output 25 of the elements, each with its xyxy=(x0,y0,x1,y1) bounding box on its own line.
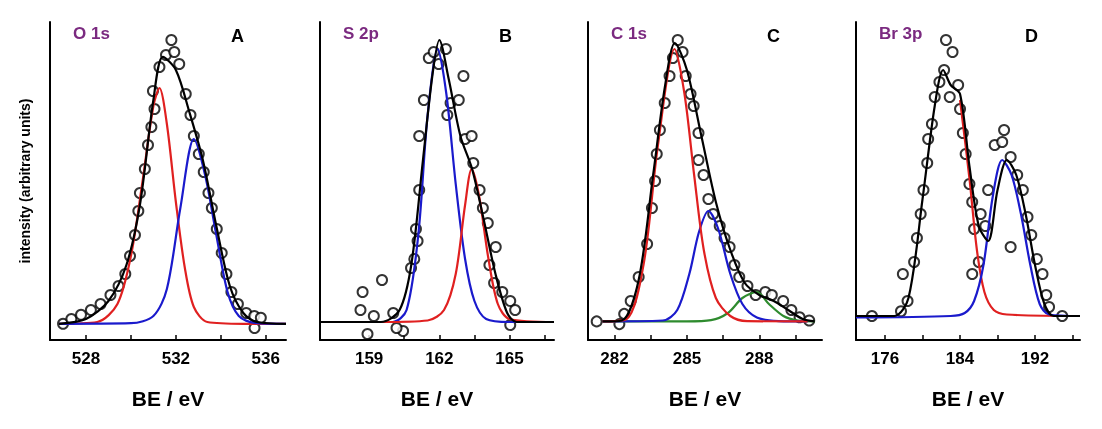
chart-title: O 1s xyxy=(73,24,110,43)
chart-subtitle: A xyxy=(231,26,244,46)
x-tick-label: 192 xyxy=(1020,349,1050,368)
x-tick-label: 536 xyxy=(251,349,280,368)
x-axis-title: BE / eV xyxy=(131,387,205,410)
y-axis-title: intensity (arbitrary units) xyxy=(17,98,33,264)
x-tick-label: 528 xyxy=(71,349,101,368)
chart-subtitle: D xyxy=(1025,26,1038,46)
x-tick-label: 162 xyxy=(425,349,454,368)
x-tick-label: 165 xyxy=(495,349,524,368)
x-tick-label: 288 xyxy=(745,349,774,368)
x-tick-label: 159 xyxy=(354,349,384,368)
chart-subtitle: B xyxy=(499,26,512,46)
chart-title: C 1s xyxy=(611,24,647,43)
x-axis-title: BE / eV xyxy=(668,387,742,410)
chart-title: S 2p xyxy=(343,24,379,43)
x-tick-label: 282 xyxy=(600,349,629,368)
x-tick-label: 176 xyxy=(870,349,900,368)
x-tick-label: 285 xyxy=(672,349,702,368)
x-tick-label: 532 xyxy=(161,349,191,368)
chart-title: Br 3p xyxy=(879,24,923,43)
x-tick-label: 184 xyxy=(945,349,975,368)
x-axis-title: BE / eV xyxy=(931,387,1005,410)
chart-subtitle: C xyxy=(767,26,780,46)
x-axis-title: BE / eV xyxy=(400,387,474,410)
